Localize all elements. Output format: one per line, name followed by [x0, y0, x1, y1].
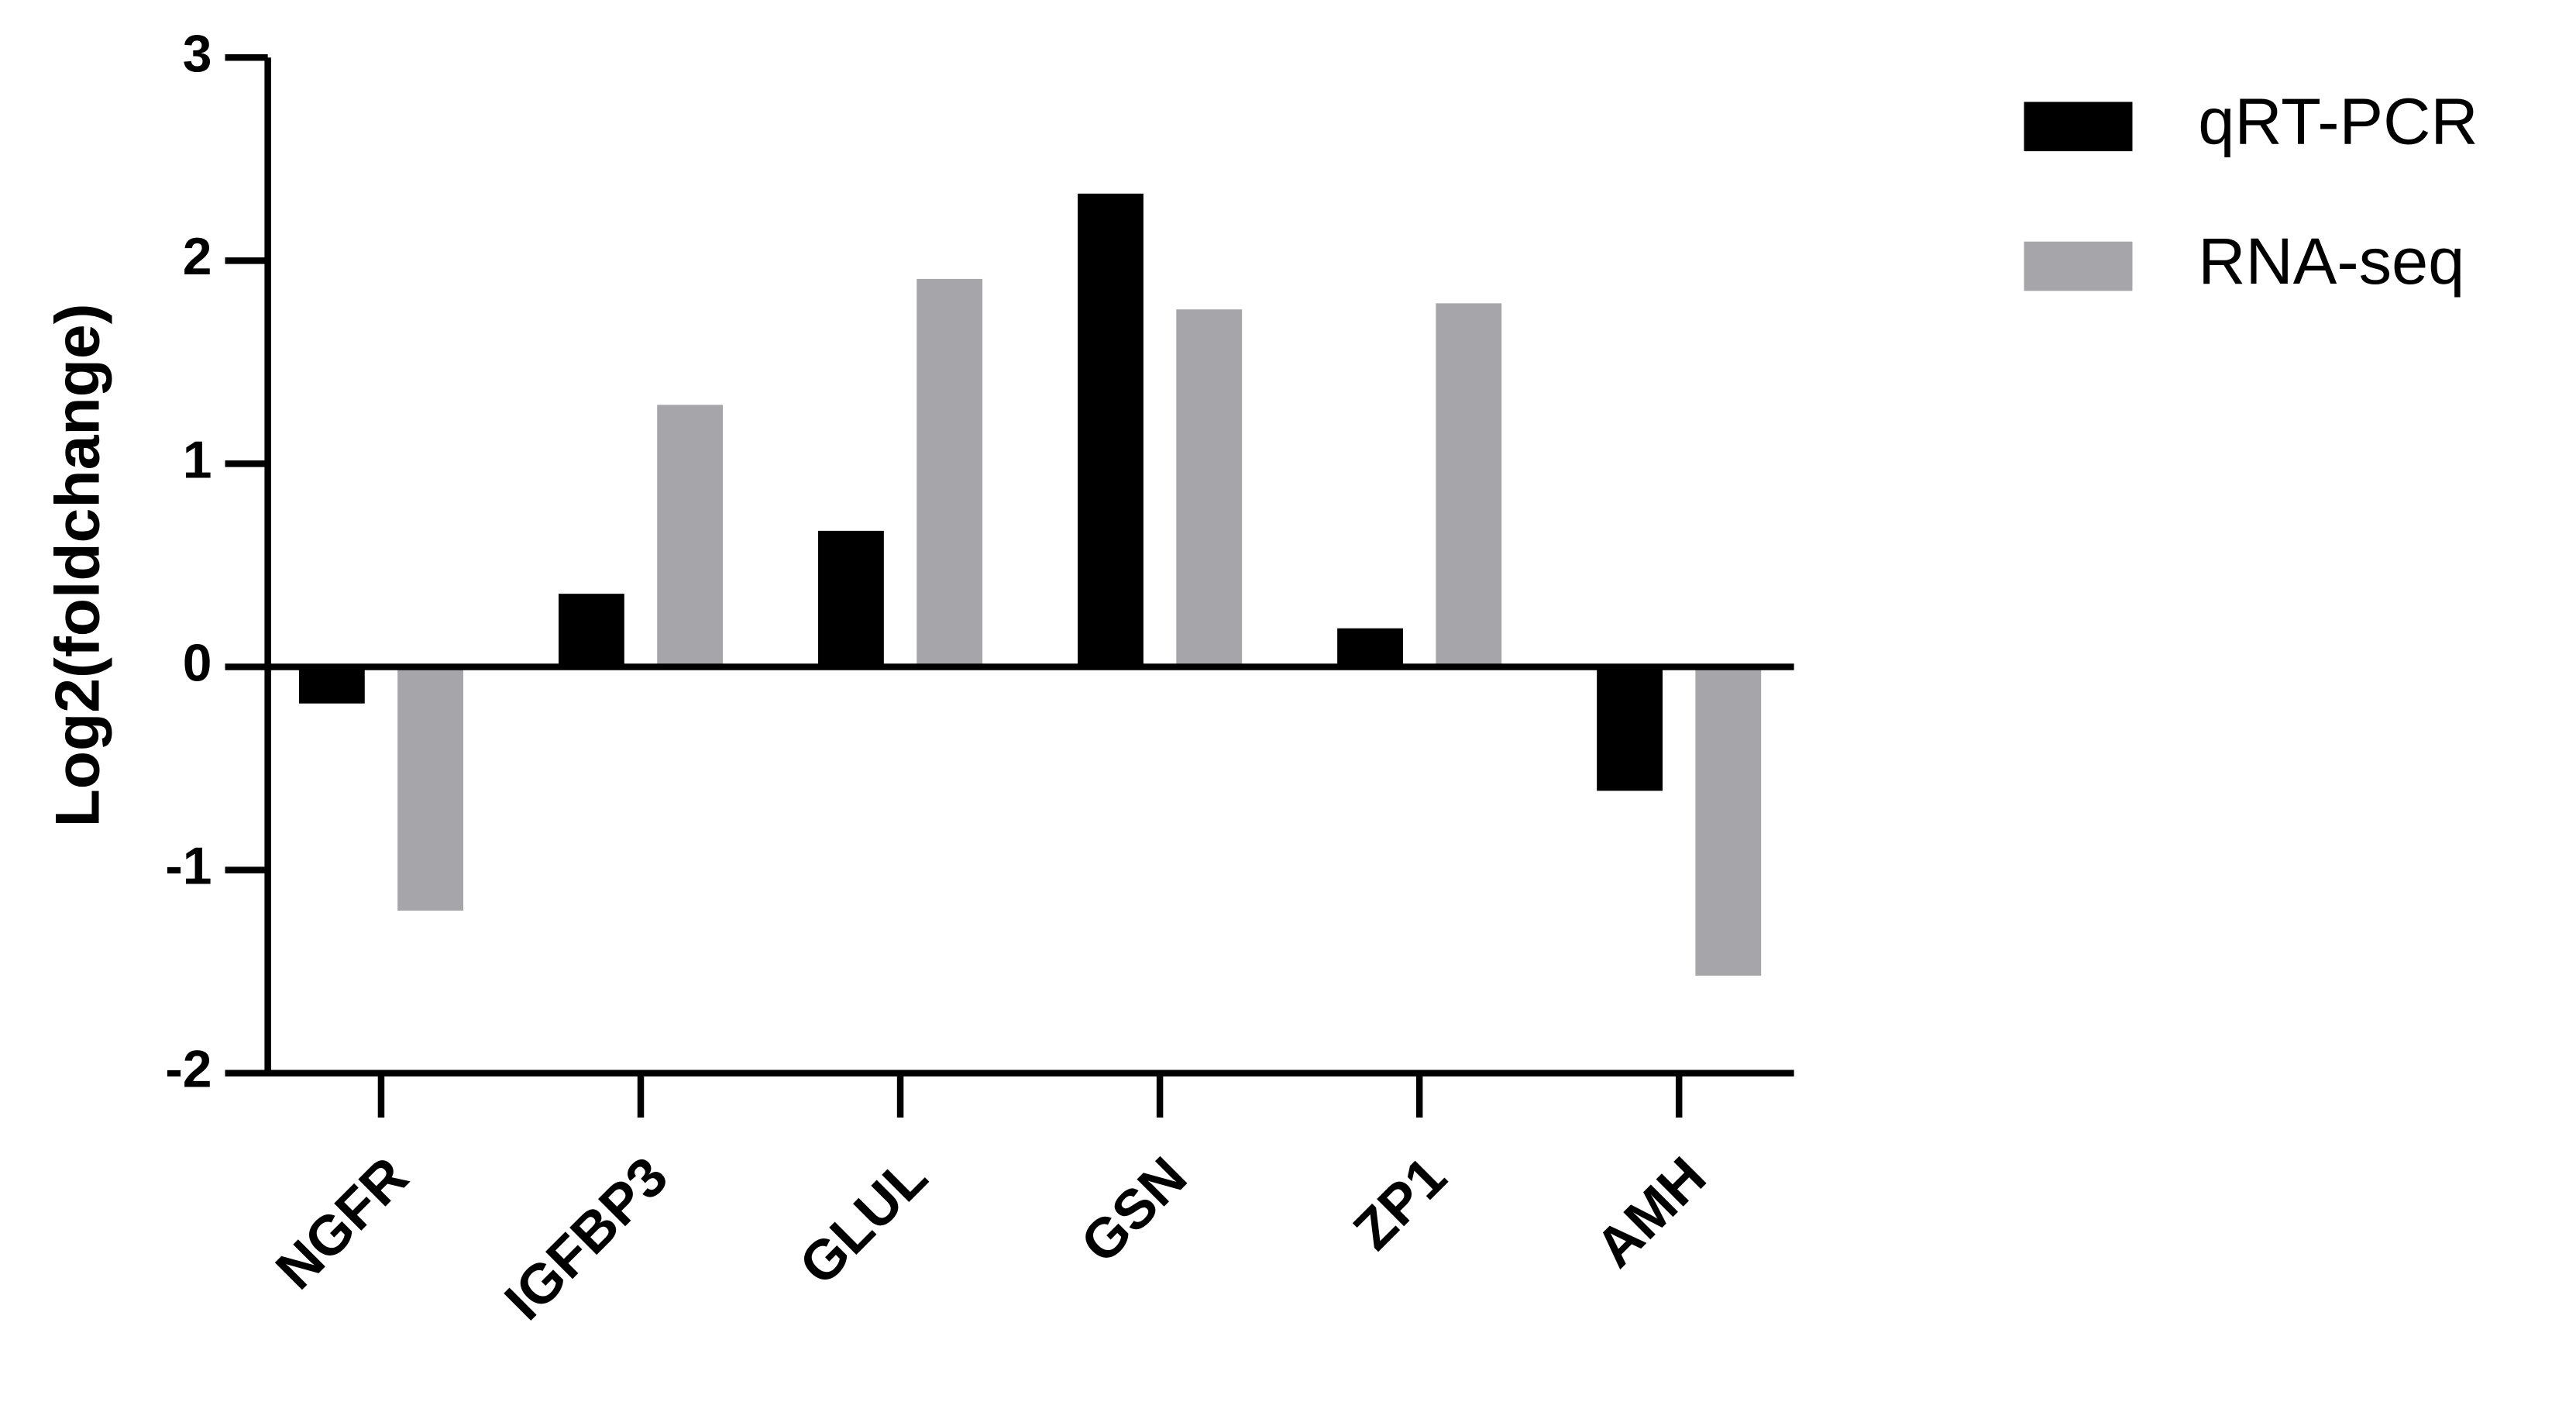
x-tick-label: AMH	[1584, 1145, 1718, 1280]
y-tick-label: -1	[165, 838, 212, 896]
bar	[1176, 309, 1243, 667]
bar	[1695, 666, 1762, 976]
bar	[1597, 666, 1663, 791]
x-tick-label: GSN	[1069, 1145, 1199, 1275]
x-tick-label: IGFBP3	[494, 1145, 680, 1332]
bar	[917, 278, 983, 667]
bar	[1337, 628, 1403, 667]
bar	[1078, 193, 1144, 667]
bar	[1436, 303, 1502, 667]
y-tick-label: -2	[165, 1041, 212, 1099]
legend-label: RNA-seq	[2198, 224, 2464, 298]
legend-swatch	[2024, 241, 2133, 291]
y-tick-label: 0	[183, 634, 212, 692]
legend-label: qRT-PCR	[2198, 84, 2478, 158]
y-tick-label: 2	[183, 228, 212, 286]
bar	[558, 594, 624, 667]
x-tick-label: NGFR	[264, 1145, 420, 1301]
bar	[818, 530, 884, 667]
y-tick-label: 3	[183, 25, 212, 83]
bar	[397, 666, 463, 911]
y-tick-label: 1	[183, 431, 212, 489]
legend-swatch	[2024, 102, 2133, 152]
bar	[657, 405, 724, 667]
x-tick-label: GLUL	[788, 1145, 939, 1297]
y-axis-title: Log2(foldchange)	[43, 304, 112, 828]
x-tick-label: ZP1	[1342, 1145, 1458, 1262]
bar	[298, 666, 365, 704]
